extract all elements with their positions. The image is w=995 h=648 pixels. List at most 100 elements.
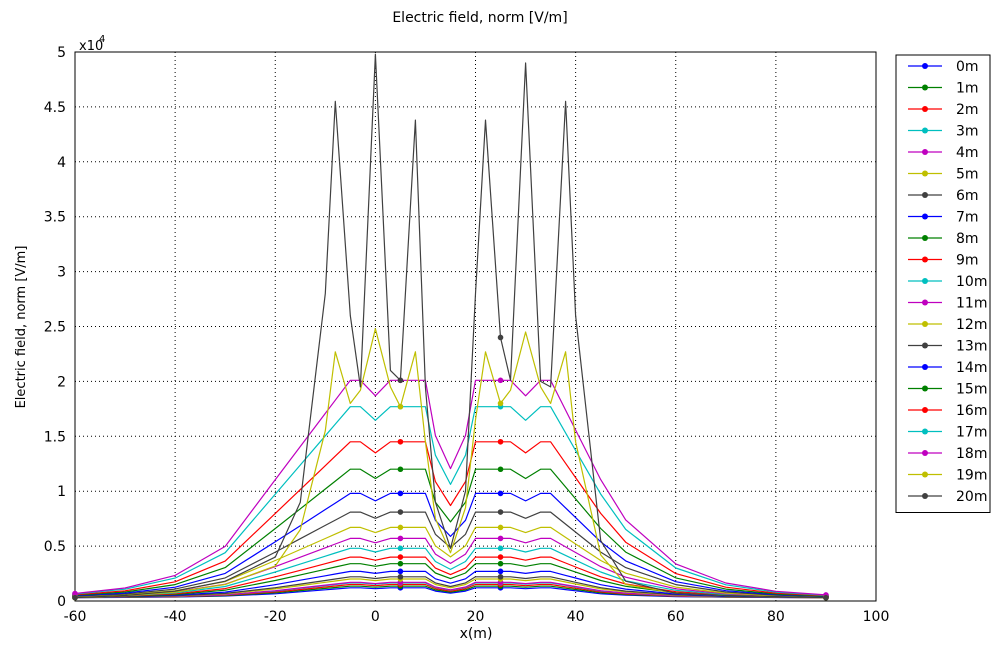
legend-box <box>895 54 991 513</box>
legend-marker <box>922 127 928 134</box>
series-marker <box>397 466 404 473</box>
legend-marker <box>922 299 928 306</box>
series-marker <box>497 377 504 384</box>
series-marker <box>397 535 404 542</box>
series-line-5m <box>74 578 826 599</box>
series-marker <box>497 560 504 567</box>
legend-label: 14m <box>956 360 987 376</box>
legend-marker <box>922 256 928 263</box>
legend-label: 12m <box>956 317 987 333</box>
y-tick-label: 4.5 <box>44 100 66 116</box>
series-marker <box>397 554 404 560</box>
y-tick-label: 2.5 <box>44 320 66 336</box>
legend-label: 4m <box>956 145 979 161</box>
x-tick-label: 100 <box>863 609 890 625</box>
y-tick-label: 4 <box>57 155 66 171</box>
legend-label: 8m <box>956 231 979 247</box>
series-line-14m <box>74 492 826 597</box>
y-multiplier-exponent: 4 <box>99 34 105 45</box>
chart-title: Electric field, norm [V/m] <box>392 10 567 26</box>
series-line-1m <box>74 585 826 599</box>
y-tick-label: 0 <box>57 594 66 610</box>
series-marker <box>397 377 404 384</box>
legend-marker <box>922 385 928 392</box>
series-marker <box>497 524 504 531</box>
series-marker <box>397 545 404 552</box>
series-line-16m <box>74 441 826 597</box>
legend-label: 6m <box>956 188 979 204</box>
series-line-9m <box>74 556 826 598</box>
series-marker <box>497 438 504 445</box>
legend-marker <box>922 192 928 198</box>
legend-marker <box>922 84 928 91</box>
y-tick-label: 2 <box>57 374 66 390</box>
y-multiplier-base: x10 <box>79 39 103 54</box>
legend-marker <box>922 278 928 284</box>
x-tick-label: -60 <box>64 609 87 625</box>
legend-label: 13m <box>956 339 987 355</box>
series-marker <box>397 403 404 410</box>
legend-marker <box>922 428 928 435</box>
series-line-17m <box>74 406 826 596</box>
series-line-20m <box>74 53 826 599</box>
legend-label: 15m <box>956 382 987 398</box>
x-tick-label: 0 <box>371 609 380 625</box>
y-tick-label: 1.5 <box>44 429 66 445</box>
series-line-19m <box>74 328 826 599</box>
series-marker <box>397 438 404 445</box>
series-marker <box>397 490 404 497</box>
x-tick-label: 60 <box>667 609 685 625</box>
series-marker <box>823 594 829 601</box>
legend-label: 17m <box>956 425 987 441</box>
legend-label: 1m <box>956 81 979 97</box>
legend-label: 18m <box>956 446 987 462</box>
legend: 0m 1m 2m 3m 4m 5m 6m 7m 8m 9m 10m 11m 12m 13m 14m 15m 16… <box>895 54 991 513</box>
series-line-10m <box>74 547 826 598</box>
x-tick-label: -40 <box>164 609 187 625</box>
series-marker <box>497 574 504 580</box>
legend-marker <box>922 213 928 220</box>
series-line-0m <box>74 587 826 599</box>
legend-label: 9m <box>956 253 979 269</box>
series-marker <box>497 509 504 515</box>
legend-label: 20m <box>956 489 987 505</box>
legend-label: 10m <box>956 274 987 290</box>
y-axis-label: Electric field, norm [V/m] <box>14 246 29 409</box>
series-marker <box>397 509 404 515</box>
legend-marker <box>922 450 928 456</box>
series-marker <box>497 490 504 497</box>
series-marker <box>397 574 404 580</box>
series-line-6m <box>74 576 826 599</box>
legend-label: 0m <box>956 59 979 75</box>
x-tick-label: 80 <box>767 609 785 625</box>
series-marker <box>397 568 404 575</box>
x-tick-label: 40 <box>567 609 585 625</box>
series-line-4m <box>74 581 826 599</box>
legend-label: 7m <box>956 210 979 226</box>
legend-marker <box>922 471 928 478</box>
y-tick-label: 1 <box>57 484 66 500</box>
legend-marker <box>922 342 928 349</box>
x-tick-label: -20 <box>264 609 287 625</box>
series-line-11m <box>74 537 826 598</box>
series-marker <box>497 400 504 407</box>
legend-label: 11m <box>956 296 987 312</box>
series-marker <box>497 334 504 341</box>
legend-marker <box>922 106 928 112</box>
y-tick-label: 5 <box>57 45 66 61</box>
legend-label: 5m <box>956 167 979 183</box>
legend-label: 2m <box>956 102 979 118</box>
y-tick-label: 0.5 <box>44 539 66 555</box>
series-marker <box>497 535 504 542</box>
x-tick-label: 20 <box>467 609 485 625</box>
series-marker <box>497 554 504 560</box>
ticks: -60 -40 -20 0 20 40 60 80 100 0 0.5 1 1.5 2 2.5 3 3.5 4 4.… <box>44 45 890 625</box>
legend-marker <box>922 321 928 327</box>
series-marker <box>72 590 78 597</box>
series-group <box>72 53 829 601</box>
grid <box>75 52 876 601</box>
legend-marker <box>922 170 928 177</box>
series-line-12m <box>74 526 826 598</box>
series-marker <box>72 594 78 601</box>
